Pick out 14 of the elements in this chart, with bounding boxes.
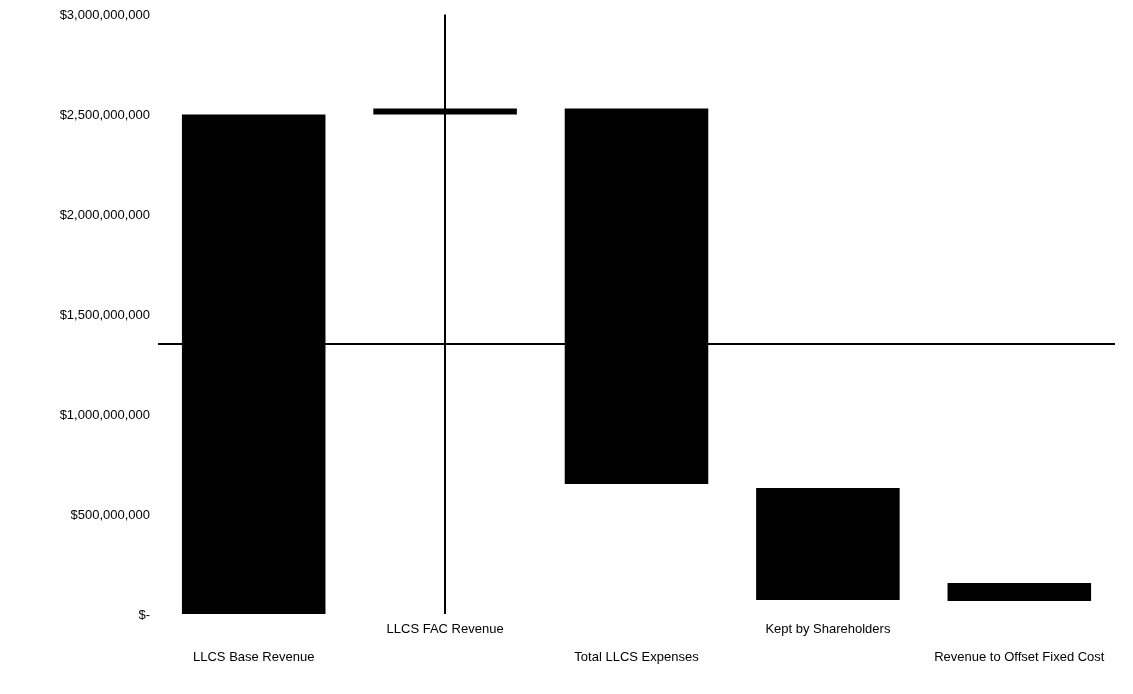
- y-tick-label: $3,000,000,000: [59, 7, 150, 22]
- y-tick-label: $1,500,000,000: [59, 306, 150, 322]
- y-tick-label: $-: [138, 606, 150, 622]
- x-tick-label: Kept by Shareholders: [765, 621, 891, 636]
- bar: [756, 488, 900, 601]
- x-tick-label: Total LLCS Expenses: [574, 649, 700, 664]
- x-tick-label: Revenue to Offset Fixed Cost: [934, 649, 1105, 664]
- y-tick-label: $500,000,000: [70, 506, 150, 522]
- bar: [947, 583, 1092, 602]
- y-tick-label: $2,000,000,000: [59, 206, 150, 222]
- y-tick-label: $2,500,000,000: [59, 106, 150, 122]
- x-tick-label: LLCS Base Revenue: [192, 649, 315, 664]
- x-tick-label: LLCS FAC Revenue: [386, 621, 504, 636]
- y-tick-label: $1,000,000,000: [59, 406, 150, 422]
